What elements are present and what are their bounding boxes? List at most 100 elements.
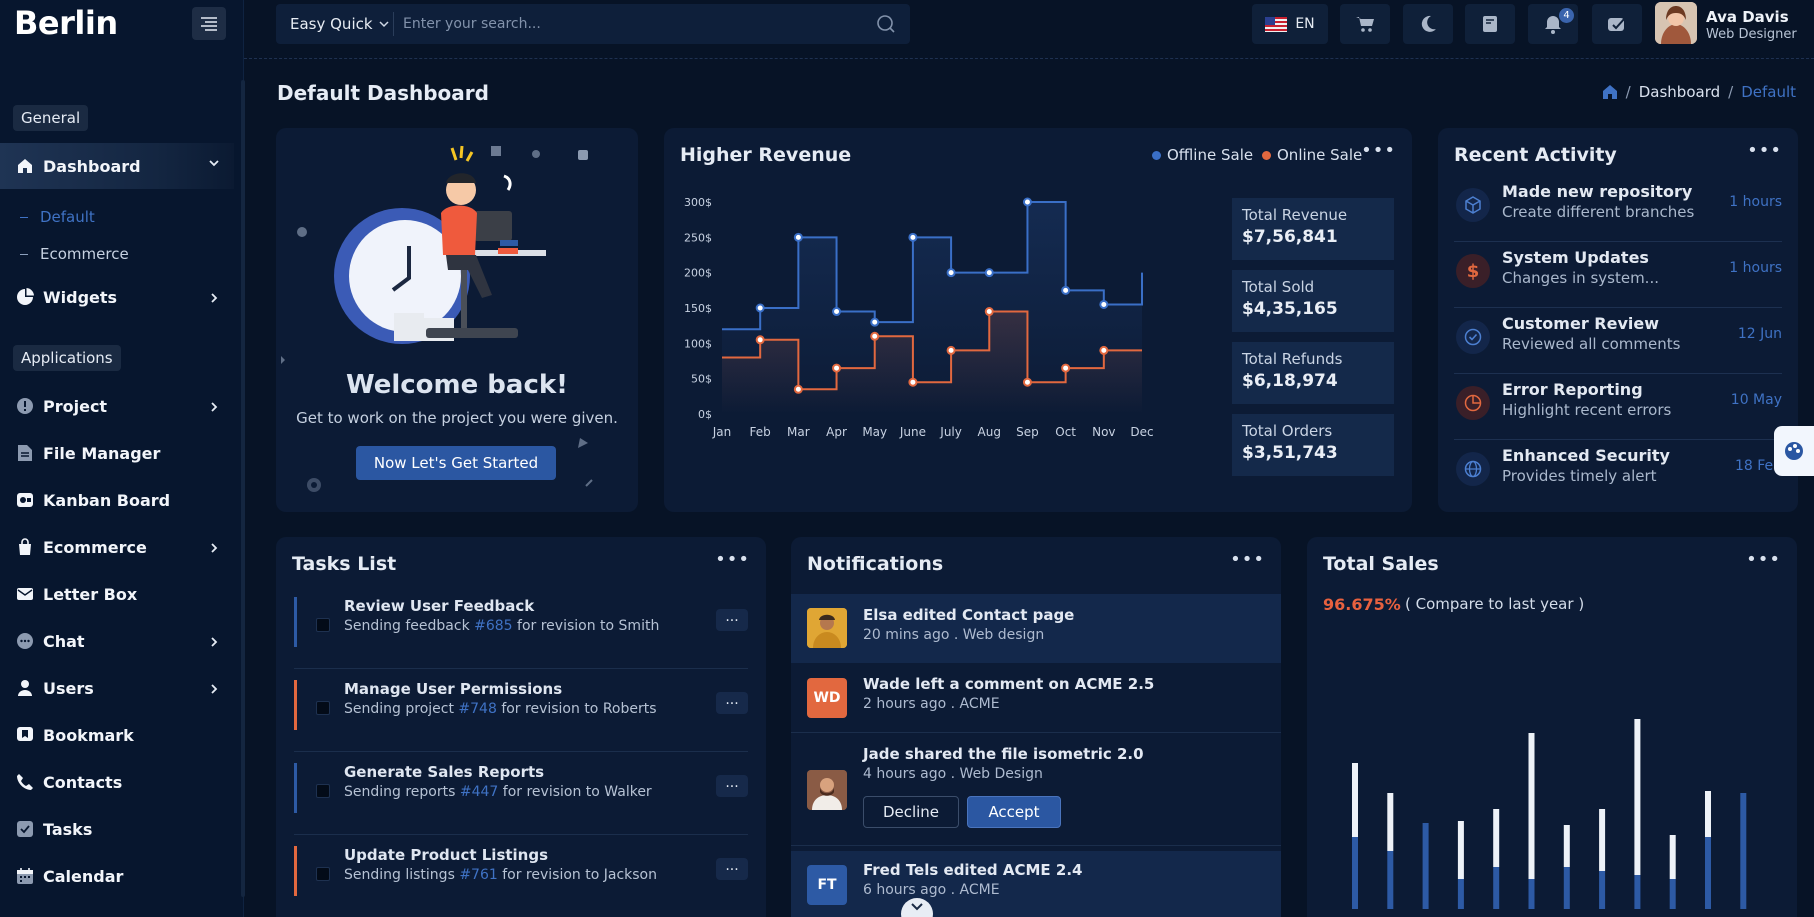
sidebar-item-tasks[interactable]: Tasks: [0, 810, 234, 848]
sidebar-item-label: Bookmark: [43, 725, 134, 745]
notifications-more-menu[interactable]: •••: [1230, 549, 1265, 570]
sales-bar: [1352, 837, 1358, 909]
sidebar-toggle-button[interactable]: [192, 7, 226, 40]
activity-more-menu[interactable]: •••: [1747, 140, 1782, 161]
stat-value: $6,18,974: [1242, 371, 1338, 391]
notification-avatar: [807, 770, 847, 810]
sidebar-item-label: Users: [43, 678, 94, 698]
sidebar-scrollbar[interactable]: [241, 80, 245, 897]
activity-time: 18 Feb: [1734, 458, 1782, 474]
brand-logo[interactable]: Berlin: [14, 4, 118, 42]
y-tick-label: 50$: [691, 373, 712, 386]
activity-item[interactable]: Enhanced Security Provides timely alert …: [1454, 440, 1782, 506]
apps-icon: [1608, 17, 1626, 31]
task-ref-link[interactable]: #761: [459, 867, 498, 883]
activity-item[interactable]: Error Reporting Highlight recent errors …: [1454, 374, 1782, 440]
task-ref-link[interactable]: #447: [459, 784, 499, 800]
scroll-down-button[interactable]: [901, 898, 933, 917]
task-ref-link[interactable]: #748: [458, 701, 497, 717]
task-color-bar: [294, 846, 297, 896]
chevron-right-icon: [208, 398, 220, 417]
bookmark-icon: [1483, 16, 1497, 32]
search-icon[interactable]: [876, 14, 896, 34]
legend-online[interactable]: Online Sale: [1262, 146, 1362, 164]
task-checkbox[interactable]: [316, 618, 330, 632]
task-checkbox[interactable]: [316, 701, 330, 715]
activity-item[interactable]: $ System Updates Changes in system... 1 …: [1454, 242, 1782, 308]
sidebar-subitem-default[interactable]: Default: [20, 208, 95, 226]
task-more-button[interactable]: ...: [716, 609, 748, 631]
task-more-button[interactable]: ...: [716, 858, 748, 880]
task-subtitle: Sending reports #447 for revision to Wal…: [344, 784, 652, 800]
task-ref-link[interactable]: #685: [474, 618, 513, 634]
sales-bar: [1457, 821, 1464, 879]
sidebar-item-label: Chat: [43, 631, 85, 651]
sidebar-item-bookmark[interactable]: Bookmark: [0, 716, 234, 754]
customizer-tab[interactable]: [1774, 426, 1814, 476]
sales-more-menu[interactable]: •••: [1746, 549, 1781, 570]
bookmark-icon: [15, 725, 35, 745]
palette-icon: [1785, 442, 1803, 460]
sales-bar: [1599, 809, 1606, 871]
notifications-button[interactable]: 4: [1528, 4, 1578, 44]
user-avatar[interactable]: [1655, 2, 1697, 44]
sales-chart: JanFebMarAprMayJunJulAugSepOctNovDec: [1352, 719, 1747, 909]
get-started-button[interactable]: Now Let's Get Started: [356, 446, 556, 480]
sidebar-item-dashboard[interactable]: Dashboard: [0, 143, 234, 189]
breadcrumb-dashboard[interactable]: Dashboard: [1638, 83, 1721, 101]
notification-item[interactable]: FT Fred Tels edited ACME 2.4 6 hours ago…: [791, 851, 1281, 917]
search-input[interactable]: [403, 12, 843, 36]
theme-toggle-button[interactable]: [1403, 4, 1453, 44]
stat-value: $7,56,841: [1242, 227, 1338, 247]
language-selector[interactable]: EN: [1252, 4, 1328, 44]
user-info[interactable]: Ava Davis Web Designer: [1706, 8, 1797, 42]
home-icon: [15, 156, 35, 176]
sidebar-item-contacts[interactable]: Contacts: [0, 763, 234, 801]
sidebar-item-calendar[interactable]: Calendar: [0, 857, 234, 895]
revenue-card: Higher Revenue Offline Sale Online Sale …: [664, 128, 1412, 512]
bookmark-button[interactable]: [1465, 4, 1515, 44]
task-subtitle-post: for revision to Walker: [502, 784, 652, 800]
search-divider: [393, 12, 394, 36]
notification-avatar-initials: FT: [807, 865, 847, 905]
data-point: [832, 307, 842, 317]
legend-offline[interactable]: Offline Sale: [1152, 146, 1253, 164]
decline-button[interactable]: Decline: [863, 796, 959, 828]
notification-avatar: [807, 608, 847, 648]
sidebar-item-ecommerce[interactable]: Ecommerce: [0, 528, 234, 566]
task-checkbox[interactable]: [316, 867, 330, 881]
task-more-button[interactable]: ...: [716, 692, 748, 714]
avatar-portrait: [807, 608, 847, 648]
sidebar-item-users[interactable]: Users: [0, 669, 234, 707]
apps-button[interactable]: [1592, 4, 1642, 44]
task-checkbox[interactable]: [316, 784, 330, 798]
notification-item[interactable]: WD Wade left a comment on ACME 2.5 2 hou…: [791, 663, 1281, 733]
chevron-down-icon: [379, 21, 389, 28]
task-subtitle: Sending project #748 for revision to Rob…: [344, 701, 657, 717]
tasks-more-menu[interactable]: •••: [715, 549, 750, 570]
sidebar-item-file-manager[interactable]: File Manager: [0, 434, 234, 472]
notifications-card: Notifications ••• Elsa edited Contact pa…: [791, 537, 1281, 917]
mail-icon: [15, 584, 35, 604]
accept-button[interactable]: Accept: [967, 796, 1061, 828]
sidebar-item-letter-box[interactable]: Letter Box: [0, 575, 234, 613]
activity-subtitle: Highlight recent errors: [1502, 401, 1672, 419]
sidebar-item-widgets[interactable]: Widgets: [0, 278, 234, 316]
notification-item[interactable]: Jade shared the file isometric 2.0 4 hou…: [791, 733, 1281, 846]
cart-icon: [1356, 17, 1374, 32]
series-line: [722, 310, 1142, 391]
sidebar-subitem-ecommerce[interactable]: Ecommerce: [20, 245, 129, 263]
activity-item[interactable]: Made new repository Create different bra…: [1454, 176, 1782, 242]
activity-subtitle: Provides timely alert: [1502, 467, 1657, 485]
revenue-more-menu[interactable]: •••: [1361, 140, 1396, 161]
activity-item[interactable]: Customer Review Reviewed all comments 12…: [1454, 308, 1782, 374]
search-scope-select[interactable]: Easy Quick: [290, 15, 389, 33]
sidebar-item-chat[interactable]: Chat: [0, 622, 234, 660]
notification-item[interactable]: Elsa edited Contact page 20 mins ago . W…: [791, 594, 1281, 663]
sidebar-subitem-label: Ecommerce: [40, 245, 129, 263]
sidebar-item-project[interactable]: Project: [0, 387, 234, 425]
sidebar-item-kanban-board[interactable]: Kanban Board: [0, 481, 234, 519]
task-more-button[interactable]: ...: [716, 775, 748, 797]
cart-button[interactable]: [1340, 4, 1390, 44]
home-icon[interactable]: [1602, 84, 1618, 100]
